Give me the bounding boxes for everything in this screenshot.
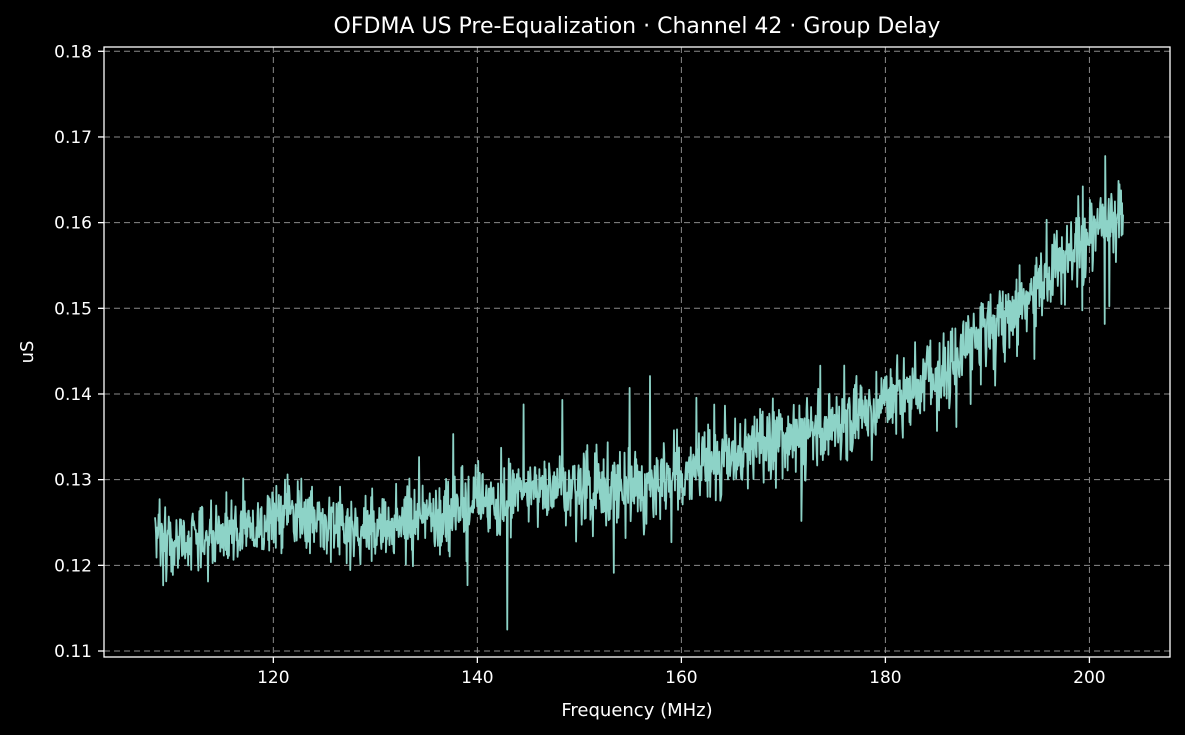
y-tick-label: 0.15 <box>54 299 92 319</box>
x-tick-label: 200 <box>1073 668 1105 688</box>
y-tick-label: 0.14 <box>54 385 92 405</box>
y-tick-label: 0.17 <box>54 128 92 148</box>
x-tick-label: 160 <box>665 668 697 688</box>
x-tick-label: 120 <box>257 668 289 688</box>
x-tick-label: 140 <box>461 668 493 688</box>
x-tick-label: 180 <box>869 668 901 688</box>
plot-frame <box>103 46 1171 658</box>
y-tick-label: 0.11 <box>54 642 92 662</box>
y-tick-label: 0.13 <box>54 471 92 491</box>
series-layer <box>154 155 1124 631</box>
y-axis-label: uS <box>17 341 38 364</box>
y-tick-label: 0.18 <box>54 42 92 62</box>
y-tick-label: 0.16 <box>54 214 92 234</box>
group-delay-series-line <box>154 155 1124 631</box>
x-axis: 120 140 160 180 200 <box>257 657 1106 688</box>
y-tick-label: 0.12 <box>54 556 92 576</box>
x-axis-label: Frequency (MHz) <box>561 700 712 721</box>
y-axis: 0.11 0.12 0.13 0.14 0.15 0.16 0.17 0.18 <box>54 42 104 662</box>
chart-title: OFDMA US Pre-Equalization · Channel 42 ·… <box>334 14 941 39</box>
